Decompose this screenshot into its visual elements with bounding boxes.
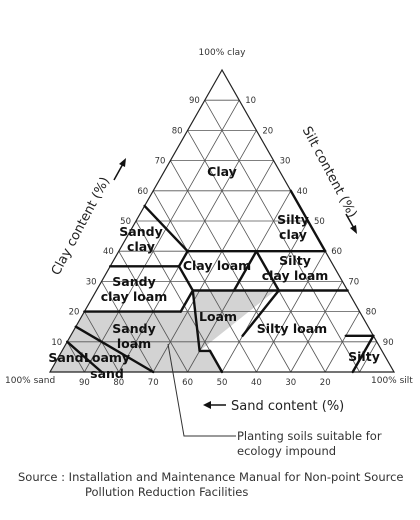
- sand-tick-label: 90: [79, 378, 90, 388]
- silt-tick-label: 90: [383, 338, 394, 348]
- sand-tick-label: 60: [182, 378, 193, 388]
- callout-label-line1: Planting soils suitable for: [237, 429, 382, 443]
- texture-boundary: [177, 265, 195, 292]
- source-line-2: Pollution Reduction Facilities: [85, 485, 249, 499]
- texture-boundary: [351, 334, 375, 374]
- grid-line-silt: [221, 220, 309, 373]
- region-clay-loam: Clay loam: [183, 258, 251, 273]
- texture-boundary: [191, 289, 201, 353]
- grid-line-sand: [204, 99, 361, 373]
- grid-line-sand: [135, 220, 223, 373]
- region-loam: Loam: [199, 309, 237, 324]
- grid-line-sand: [169, 160, 292, 373]
- sand-tick-label: 80: [113, 378, 124, 388]
- clay-axis-arrowhead: [119, 158, 126, 167]
- region-silty-clay-loam-line2: clay loam: [262, 268, 329, 283]
- clay-tick-label: 50: [120, 217, 131, 227]
- clay-tick-label: 10: [51, 338, 62, 348]
- texture-boundary: [74, 325, 155, 374]
- clay-tick-label: 20: [69, 308, 80, 318]
- silt-tick-label: 50: [314, 217, 325, 227]
- clay-tick-label: 80: [172, 126, 183, 136]
- silt-tick-label: 10: [245, 96, 256, 106]
- sand-tick-label: 70: [148, 378, 159, 388]
- silt-tick-label: 70: [348, 277, 359, 287]
- silt-tick-label: 20: [262, 126, 273, 136]
- sand-tick-label: 40: [251, 378, 262, 388]
- grid-line-silt: [359, 341, 378, 373]
- sand-tick-label: 20: [320, 378, 331, 388]
- texture-boundary: [143, 204, 189, 253]
- texture-boundary: [177, 249, 189, 268]
- source-note: Source : Installation and Maintenance Ma…: [18, 470, 413, 500]
- silt-tick-label: 40: [297, 187, 308, 197]
- corner-label-sand: 100% sand: [5, 376, 55, 386]
- grid-line-sand: [101, 280, 154, 373]
- grid-line-silt: [152, 160, 275, 373]
- grid-line-sand: [66, 341, 85, 373]
- clay-axis-label: Clay content (%): [49, 175, 113, 278]
- region-loamy-sand-line2: sand: [90, 366, 124, 381]
- grid-line-silt: [255, 250, 326, 373]
- texture-boundaries: [65, 189, 375, 374]
- region-silty-clay-line1: Silty: [277, 212, 309, 227]
- region-silty-clay-line2: clay: [279, 227, 307, 242]
- region-sandy-clay-line1: Sandy: [119, 224, 162, 239]
- sand-tick-label: 30: [285, 378, 296, 388]
- sand-tick-label: 50: [217, 378, 228, 388]
- texture-boundary: [289, 189, 327, 253]
- silt-tick-label: 80: [366, 308, 377, 318]
- texture-boundary: [232, 249, 258, 292]
- region-sandy-loam-line2: loam: [117, 336, 151, 351]
- callout-label-line2: ecology impound: [237, 444, 336, 458]
- clay-tick-label: 60: [137, 187, 148, 197]
- texture-boundary: [241, 289, 280, 337]
- region-loamy-sand-line1: Loamy: [84, 350, 130, 365]
- region-clay: Clay: [207, 164, 237, 179]
- clay-tick-label: 90: [189, 96, 200, 106]
- suitable-zone-fill: [50, 290, 276, 372]
- texture-boundary: [179, 289, 195, 313]
- silt-tick-label: 60: [331, 247, 342, 257]
- region-sandy-clay-line2: clay: [127, 239, 155, 254]
- region-sandy-clay-loam-line2: clay loam: [101, 289, 168, 304]
- grid-line-silt: [324, 311, 361, 373]
- callout-leader-line: [167, 343, 236, 437]
- sand-axis-arrowhead: [203, 401, 211, 409]
- texture-boundary: [255, 249, 280, 292]
- clay-tick-label: 70: [155, 157, 166, 167]
- grid-line-silt: [290, 280, 343, 373]
- clay-tick-label: 30: [86, 277, 97, 287]
- source-line-1: Source : Installation and Maintenance Ma…: [18, 470, 404, 484]
- region-sandy-clay-loam-line1: Sandy: [112, 274, 155, 289]
- grid-line-silt: [84, 99, 240, 373]
- texture-boundary: [65, 340, 103, 374]
- silt-tick-label: 30: [280, 157, 291, 167]
- suitable-soil-zone: [50, 290, 276, 372]
- corner-label-clay: 100% clay: [199, 48, 247, 58]
- silt-axis-label: Silt content (%): [299, 124, 360, 220]
- clay-tick-label: 40: [103, 247, 114, 257]
- region-silty-clay-loam-line1: Silty: [279, 253, 311, 268]
- region-sandy-loam-line1: Sandy: [112, 321, 155, 336]
- region-silty: Silty: [348, 349, 380, 364]
- region-sand: Sand: [48, 350, 83, 365]
- corner-label-silt: 100% silt: [371, 376, 413, 386]
- silt-axis-arrowhead: [350, 225, 357, 234]
- tick-labels: 90 80 70 60 50 40 30 20 10 10 20 30 40 50 60 70 80 90 90 80…: [51, 96, 393, 388]
- region-silty-loam: Silty loam: [257, 321, 327, 336]
- sand-axis-label: Sand content (%): [231, 399, 344, 414]
- texture-boundary: [208, 349, 224, 374]
